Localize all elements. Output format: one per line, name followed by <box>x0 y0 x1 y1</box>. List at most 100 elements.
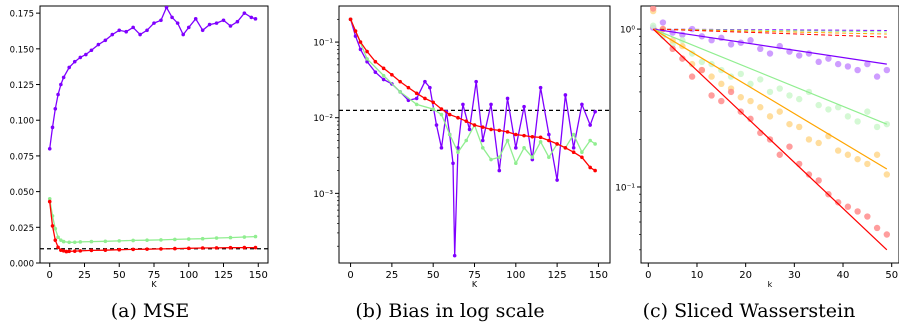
series-point-2 <box>514 132 518 137</box>
series-point-2 <box>59 248 63 252</box>
scatter-point-2 <box>737 94 744 101</box>
scatter-point-2 <box>834 147 842 154</box>
series-point-1 <box>117 239 122 243</box>
series-point-2 <box>489 127 493 132</box>
series-point-1 <box>56 235 60 240</box>
scatter-point-3 <box>844 203 852 210</box>
series-point-0 <box>358 47 363 52</box>
series-point-0 <box>200 28 205 33</box>
series-point-0 <box>414 96 419 101</box>
series-point-1 <box>67 240 71 245</box>
fit-line-1 <box>652 28 888 125</box>
x-tick-label: 100 <box>506 270 525 281</box>
series-point-0 <box>365 59 369 64</box>
scatter-point-3 <box>854 208 861 215</box>
series-point-0 <box>152 21 156 25</box>
series-point-0 <box>474 79 478 84</box>
series-point-1 <box>53 226 58 231</box>
series-point-1 <box>89 239 94 244</box>
series-point-1 <box>505 138 510 143</box>
y-tick-label: 0.075 <box>10 152 34 162</box>
series-point-2 <box>472 123 477 127</box>
scatter-point-3 <box>708 92 715 99</box>
x-axis-label: K <box>151 280 157 289</box>
x-tick-label: 125 <box>548 270 567 281</box>
series-point-1 <box>588 138 592 143</box>
scatter-point-2 <box>708 73 715 80</box>
scatter-point-2 <box>864 160 871 168</box>
scatter-point-3 <box>688 73 696 80</box>
series-point-0 <box>131 25 135 30</box>
series-point-0 <box>461 102 465 107</box>
caption-mse: (a) MSE <box>110 300 190 322</box>
series-point-2 <box>61 249 66 253</box>
caption-bias: (b) Bias in log scale <box>355 300 545 322</box>
x-tick-label: 75 <box>468 270 481 281</box>
x-tick-label: 30 <box>788 270 801 281</box>
series-point-2 <box>555 142 559 146</box>
scatter-point-1 <box>864 108 871 115</box>
scatter-point-1 <box>649 22 657 29</box>
fit-line-3 <box>652 28 888 251</box>
scatter-point-3 <box>883 231 891 238</box>
series-point-2 <box>530 134 535 139</box>
series-point-1 <box>414 102 419 107</box>
series-point-2 <box>253 245 258 250</box>
scatter-point-2 <box>883 171 891 178</box>
series-point-2 <box>480 125 485 129</box>
series-point-1 <box>571 132 576 137</box>
series-point-0 <box>514 146 518 150</box>
series-point-0 <box>89 48 94 53</box>
series-point-1 <box>59 238 63 242</box>
scatter-point-0 <box>766 50 774 57</box>
scatter-point-1 <box>698 58 706 66</box>
series-point-1 <box>464 138 469 143</box>
series-point-2 <box>373 59 378 64</box>
series-point-2 <box>547 138 551 143</box>
series-point-0 <box>96 42 101 47</box>
series-point-0 <box>138 32 142 37</box>
series-point-0 <box>207 22 212 27</box>
series-point-2 <box>47 199 52 204</box>
series-line-0 <box>349 19 596 256</box>
series-point-1 <box>186 237 191 241</box>
panel-bias-log: 0 25 50 75 100 125 150 10⁻³ 10⁻² 10⁻¹ K <box>313 5 611 289</box>
scatter-point-2 <box>786 120 793 128</box>
scatter-point-3 <box>747 115 754 123</box>
scatter-point-1 <box>844 113 852 120</box>
series-point-2 <box>200 246 205 250</box>
series-point-1 <box>381 73 386 78</box>
series-point-2 <box>406 85 411 90</box>
series-point-1 <box>253 234 258 239</box>
axes-frame <box>640 5 899 264</box>
series-point-0 <box>353 34 358 38</box>
series-point-1 <box>159 238 163 242</box>
series-line-2 <box>49 201 256 253</box>
series-point-0 <box>175 21 180 25</box>
axes-frame <box>39 5 269 264</box>
series-point-2 <box>348 17 353 22</box>
dashed-line-3 <box>653 28 887 38</box>
series-point-1 <box>173 237 177 242</box>
series-point-0 <box>451 161 455 166</box>
series-point-0 <box>497 168 502 173</box>
series-point-2 <box>390 72 394 77</box>
series-point-0 <box>228 24 233 28</box>
scatter-point-1 <box>825 106 832 113</box>
scatter-point-3 <box>805 171 813 178</box>
series-point-0 <box>103 38 108 43</box>
series-point-0 <box>439 146 444 150</box>
scatter-point-1 <box>659 33 667 40</box>
series-point-0 <box>249 15 254 20</box>
series-point-1 <box>61 239 66 244</box>
scatter-point-1 <box>796 95 803 103</box>
series-point-1 <box>398 90 402 94</box>
x-tick-label: 25 <box>78 270 91 281</box>
x-tick-label: 0 <box>47 270 53 281</box>
series-point-1 <box>580 150 584 155</box>
series-point-0 <box>480 138 485 143</box>
scatter-point-1 <box>883 120 891 128</box>
series-point-1 <box>514 161 518 166</box>
series-point-2 <box>353 29 358 33</box>
series-line-2 <box>350 19 596 172</box>
